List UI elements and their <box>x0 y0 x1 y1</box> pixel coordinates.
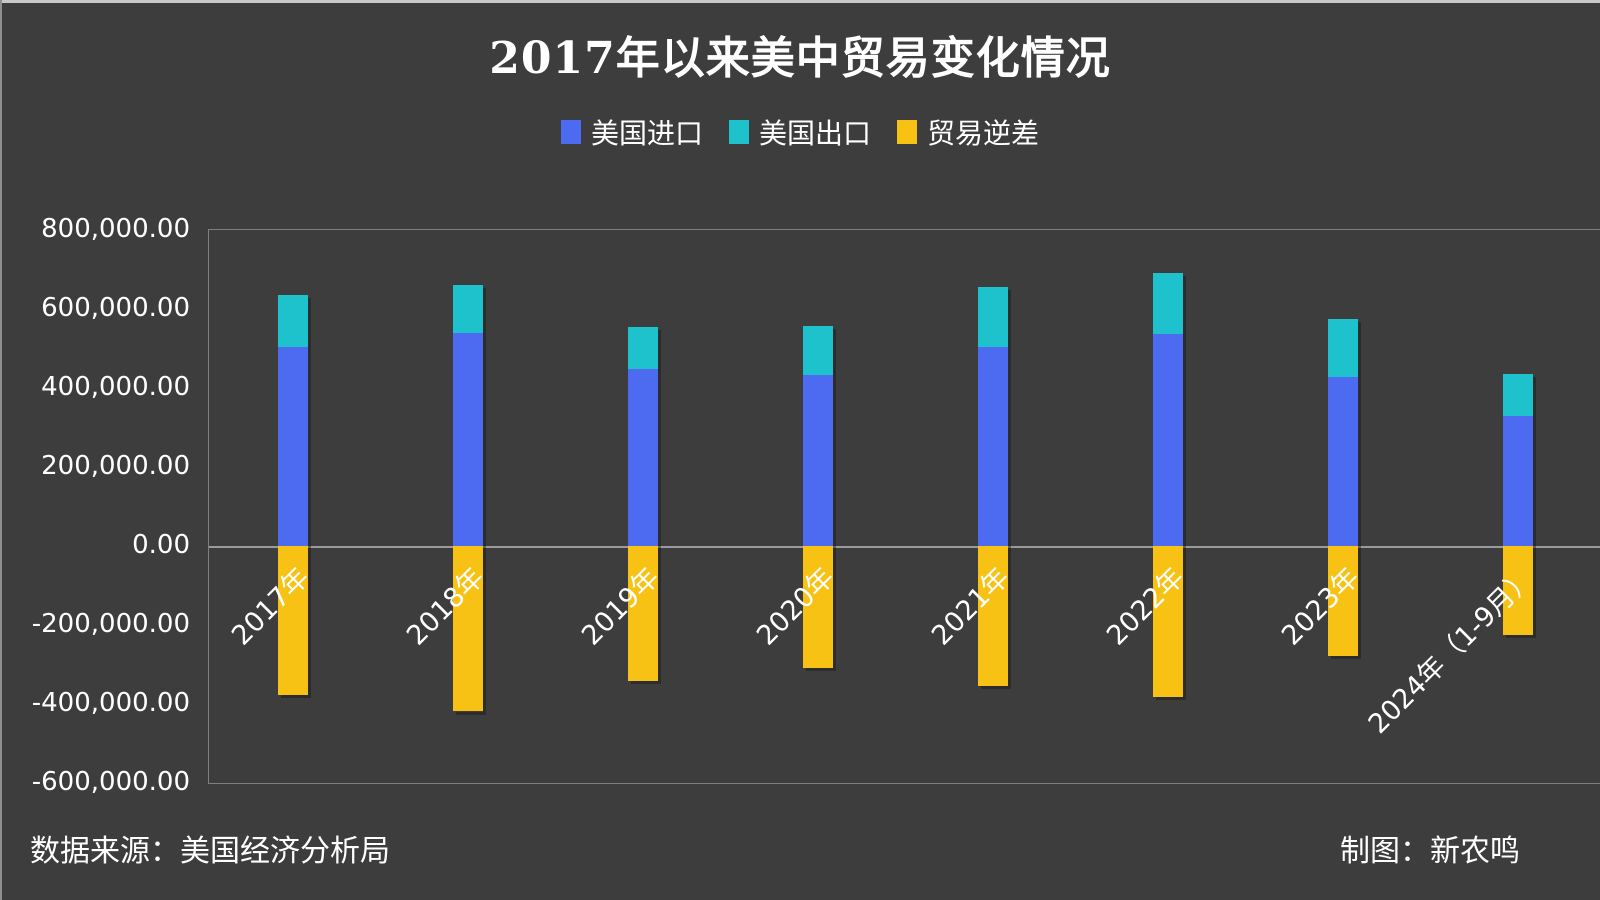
exports-swatch-icon <box>728 120 749 144</box>
imports-bar-segment <box>978 346 1008 546</box>
legend-label-deficit: 贸易逆差 <box>927 117 1040 150</box>
imports-bar-segment <box>1503 415 1533 546</box>
y-tick-label: 800,000.00 <box>41 214 190 244</box>
y-tick-label: 200,000.00 <box>41 451 190 481</box>
screenshot-left-border <box>0 0 2 900</box>
screenshot-top-border <box>0 0 1600 3</box>
exports-bar-segment <box>1503 374 1533 416</box>
bar-column-2023年 <box>1328 318 1358 657</box>
imports-bar-segment <box>628 368 658 546</box>
y-tick-label: -200,000.00 <box>31 609 190 639</box>
exports-bar-segment <box>278 295 308 347</box>
bar-column-2018年 <box>453 285 483 712</box>
y-tick-label: -400,000.00 <box>31 688 190 718</box>
bar-column-2022年 <box>1153 273 1183 697</box>
imports-bar-segment <box>453 332 483 546</box>
legend-item-imports: 美国进口 <box>560 112 703 152</box>
bar-column-2024年（1-9月） <box>1503 374 1533 635</box>
bar-column-2017年 <box>278 295 308 695</box>
chart-credit-note: 制图：新农鸣 <box>1340 834 1520 869</box>
y-tick-label: 0.00 <box>132 530 190 560</box>
legend-label-imports: 美国进口 <box>590 117 703 150</box>
exports-bar-segment <box>803 325 833 375</box>
plot-area: 2017年 2018年 2019年 2020年 2021年 2022年 2023年 2024年… <box>208 229 1600 784</box>
y-tick-label: 600,000.00 <box>41 293 190 323</box>
deficit-bar-segment <box>453 545 483 712</box>
y-tick-label: -600,000.00 <box>31 767 190 797</box>
deficit-swatch-icon <box>897 120 917 144</box>
x-category-label: 2024年（1-9月） <box>1362 561 1541 741</box>
legend-label-exports: 美国出口 <box>758 117 871 150</box>
imports-bar-segment <box>1328 377 1358 546</box>
imports-bar-segment <box>803 374 833 546</box>
y-tick-label: 400,000.00 <box>41 372 190 402</box>
imports-swatch-icon <box>560 120 581 144</box>
deficit-bar-segment <box>628 545 658 682</box>
bar-column-2019年 <box>628 326 658 682</box>
chart-title: 2017年以来美中贸易变化情况 <box>489 33 1111 84</box>
imports-bar-segment <box>1153 334 1183 546</box>
zero-axis-line <box>209 546 1600 548</box>
deficit-bar-segment <box>1328 546 1358 657</box>
legend-item-deficit: 贸易逆差 <box>897 112 1039 152</box>
chart-legend: 美国进口 美国出口 贸易逆差 <box>0 112 1600 152</box>
exports-bar-segment <box>1153 273 1183 335</box>
deficit-bar-segment <box>1153 545 1183 697</box>
deficit-bar-segment <box>1503 545 1533 635</box>
bar-column-2021年 <box>978 286 1008 686</box>
imports-bar-segment <box>278 346 308 546</box>
deficit-bar-segment <box>803 545 833 668</box>
exports-bar-segment <box>978 286 1008 347</box>
exports-bar-segment <box>1328 318 1358 378</box>
deficit-bar-segment <box>978 545 1008 686</box>
exports-bar-segment <box>628 326 658 369</box>
legend-item-exports: 美国出口 <box>728 112 871 152</box>
bar-column-2020年 <box>803 325 833 668</box>
deficit-bar-segment <box>278 545 308 695</box>
exports-bar-segment <box>453 285 483 333</box>
data-source-note: 数据来源：美国经济分析局 <box>30 834 390 869</box>
